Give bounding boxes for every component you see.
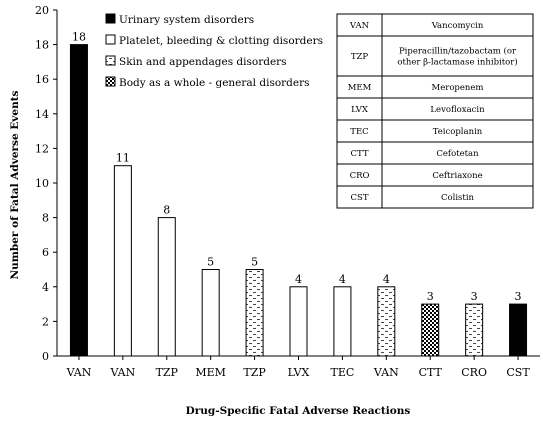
x-tick-label: CST xyxy=(506,366,530,379)
y-tick-label: 12 xyxy=(35,142,49,155)
data-label: 8 xyxy=(163,204,170,217)
x-axis-title: Drug-Specific Fatal Adverse Reactions xyxy=(186,405,411,417)
bar-mem xyxy=(201,269,220,357)
bar-tzp xyxy=(245,269,264,357)
data-label: 4 xyxy=(339,273,346,286)
table-name-cell: Vancomycin xyxy=(431,21,484,31)
bar-lvx xyxy=(289,286,308,357)
y-tick-label: 14 xyxy=(35,108,49,121)
y-tick-label: 6 xyxy=(42,246,49,259)
bar-van xyxy=(69,44,88,357)
table-name-cell: other β-lactamase inhibitor) xyxy=(397,57,517,68)
legend-swatch-skin xyxy=(105,55,116,66)
data-label: 11 xyxy=(116,152,130,165)
data-label: 5 xyxy=(207,256,214,269)
table-name-cell: Meropenem xyxy=(432,83,484,93)
x-tick-label: TEC xyxy=(331,366,355,379)
table-abbr-cell: CST xyxy=(351,193,369,203)
legend-label-urinary: Urinary system disorders xyxy=(119,14,254,26)
data-label: 4 xyxy=(383,273,390,286)
table-name-cell: Piperacillin/tazobactam (or xyxy=(399,46,517,57)
legend-label-platelet: Platelet, bleeding & clotting disorders xyxy=(119,35,323,47)
table-abbr-cell: TZP xyxy=(351,52,369,62)
table-abbr-cell: TEC xyxy=(350,127,368,137)
table-name-cell: Teicoplanin xyxy=(433,127,483,137)
bars-group: 18 11 8 5 5 4 4 4 3 3 3 xyxy=(69,31,528,357)
data-label: 4 xyxy=(295,273,302,286)
bar-ctt xyxy=(421,303,440,357)
abbreviation-table: VAN Vancomycin TZP Piperacillin/tazobactam … xyxy=(336,13,534,209)
x-axis-categories: VAN VAN TZP MEM TZP LVX TEC VAN CTT CRO CST xyxy=(66,356,530,379)
x-tick-label: VAN xyxy=(373,366,399,379)
bar-van xyxy=(113,165,132,357)
table-name-cell: Colistin xyxy=(441,193,475,203)
y-axis-ticks: 0 2 4 6 8 10 12 14 16 18 20 xyxy=(35,4,57,363)
data-label: 3 xyxy=(515,290,522,303)
y-tick-label: 4 xyxy=(42,281,49,294)
x-tick-label: LVX xyxy=(288,366,310,379)
legend-label-body: Body as a whole - general disorders xyxy=(119,77,310,89)
table-abbr-cell: VAN xyxy=(349,21,370,31)
x-tick-label: TZP xyxy=(156,366,179,379)
legend: Urinary system disorders Platelet, bleedi… xyxy=(105,13,323,89)
data-label: 3 xyxy=(427,290,434,303)
y-tick-label: 8 xyxy=(42,212,49,225)
y-axis-title: Number of Fatal Adverse Events xyxy=(9,90,21,279)
x-tick-label: VAN xyxy=(109,366,135,379)
x-tick-label: CRO xyxy=(461,366,487,379)
y-tick-label: 18 xyxy=(35,39,49,52)
bar-tzp xyxy=(157,217,176,357)
bar-van xyxy=(377,286,396,357)
data-label: 5 xyxy=(251,256,258,269)
bar-tec xyxy=(333,286,352,357)
x-tick-label: CTT xyxy=(419,366,443,379)
legend-label-skin: Skin and appendages disorders xyxy=(119,56,287,68)
y-tick-label: 16 xyxy=(35,73,49,86)
table-abbr-cell: MEM xyxy=(348,83,372,93)
legend-swatch-platelet xyxy=(105,34,116,45)
data-label: 3 xyxy=(471,290,478,303)
y-tick-label: 2 xyxy=(42,315,49,328)
y-tick-label: 20 xyxy=(35,4,49,17)
table-name-cell: Levofloxacin xyxy=(430,105,485,115)
legend-swatch-urinary xyxy=(105,13,116,24)
table-abbr-cell: CRO xyxy=(350,171,370,181)
abbreviation-table-border xyxy=(336,13,534,209)
table-abbr-cell: LVX xyxy=(351,105,369,115)
bar-cst xyxy=(509,303,528,357)
table-abbr-cell: CTT xyxy=(350,149,368,159)
x-tick-label: MEM xyxy=(195,366,226,379)
bar-cro xyxy=(465,303,484,357)
x-tick-label: TZP xyxy=(243,366,266,379)
y-tick-label: 10 xyxy=(35,177,49,190)
y-tick-label: 0 xyxy=(42,350,49,363)
legend-swatch-body xyxy=(105,76,116,87)
x-tick-label: VAN xyxy=(66,366,92,379)
data-label: 18 xyxy=(72,31,86,44)
table-name-cell: Cefotetan xyxy=(436,149,479,159)
table-name-cell: Ceftriaxone xyxy=(432,171,482,181)
